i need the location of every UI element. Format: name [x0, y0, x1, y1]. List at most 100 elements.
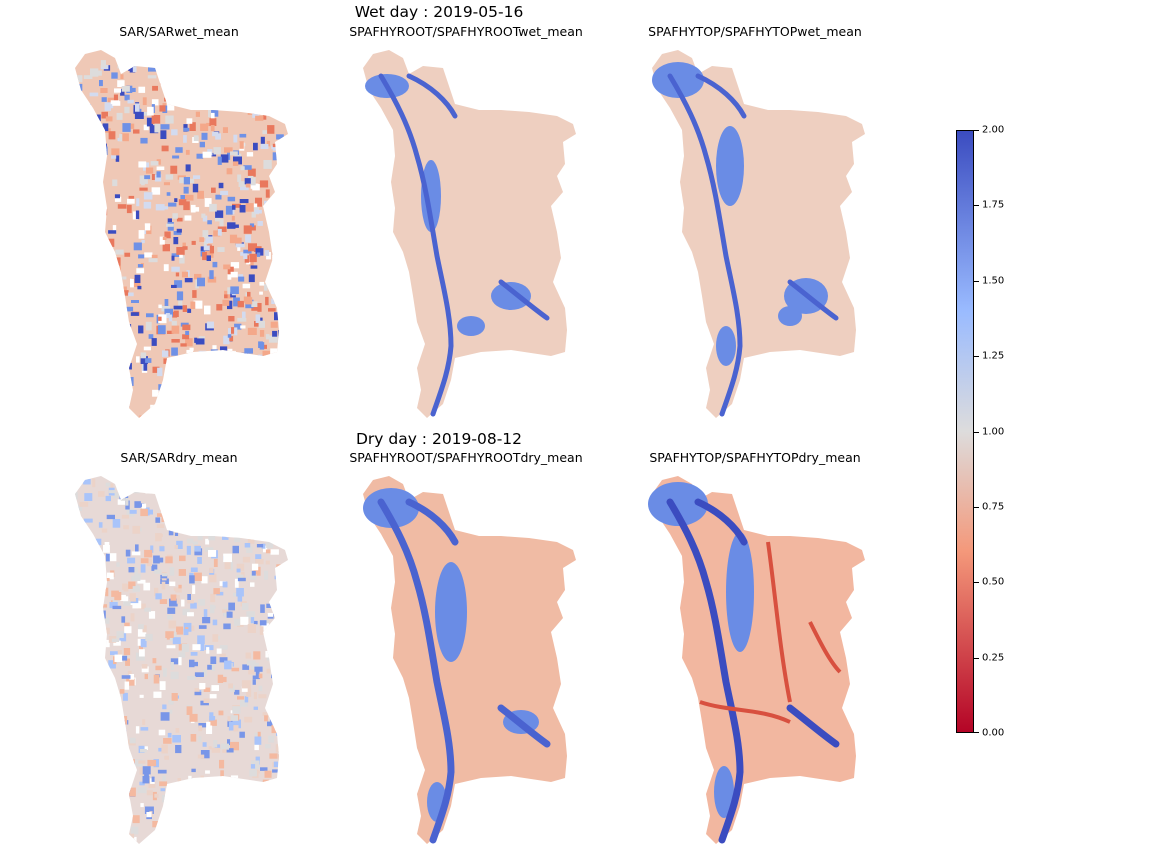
sar-pixel: [270, 635, 274, 641]
sar-pixel: [122, 655, 128, 661]
sar-pixel: [111, 372, 117, 380]
river-channel: [377, 498, 455, 844]
sar-pixel: [113, 94, 118, 103]
sar-pixel: [185, 478, 193, 486]
sar-pixel: [102, 379, 109, 386]
sar-pixel: [98, 188, 103, 196]
sar-pixel: [289, 546, 293, 550]
sar-pixel: [96, 587, 104, 592]
sar-pixel: [83, 518, 93, 523]
sar-pixel: [262, 113, 267, 120]
sar-pixel: [287, 375, 288, 382]
sar-pixel: [179, 555, 186, 562]
sar-pixel: [282, 407, 288, 412]
sar-pixel: [212, 131, 219, 137]
sar-pixel: [246, 660, 256, 666]
sar-pixel: [205, 538, 210, 545]
sar-pixel: [66, 556, 71, 562]
sar-pixel: [254, 209, 262, 214]
sar-pixel: [183, 628, 189, 636]
sar-pixel: [133, 488, 140, 494]
sar-pixel: [179, 516, 185, 525]
colorbar-tick: [974, 356, 979, 358]
sar-pixel: [195, 111, 200, 117]
sar-pixel: [178, 199, 187, 206]
sar-pixel: [83, 682, 90, 689]
sar-pixel: [101, 243, 108, 252]
sar-pixel: [177, 778, 181, 782]
sar-pixel: [289, 106, 295, 112]
sar-pixel: [151, 338, 157, 346]
sar-pixel: [278, 673, 285, 680]
sar-pixel: [122, 123, 131, 132]
sar-pixel: [281, 667, 288, 672]
sar-pixel: [251, 90, 255, 98]
sar-pixel: [283, 493, 288, 502]
sar-pixel: [232, 793, 236, 801]
sar-pixel: [78, 797, 85, 806]
sar-pixel: [114, 196, 122, 202]
sar-pixel: [176, 247, 185, 255]
sar-pixel: [133, 759, 143, 767]
sar-pixel: [289, 107, 295, 114]
sar-pixel: [151, 187, 161, 195]
sar-pixel: [93, 803, 102, 809]
sar-pixel: [64, 674, 70, 680]
sar-pixel: [230, 262, 240, 269]
sar-pixel: [99, 665, 108, 674]
colorbar-tick-label: 0.75: [982, 501, 1005, 513]
sar-pixel: [75, 301, 76, 306]
sar-pixel: [146, 117, 153, 127]
sar-pixel: [156, 533, 163, 537]
sar-pixel: [193, 392, 200, 398]
sar-pixel: [134, 501, 141, 508]
sar-pixel: [143, 346, 151, 351]
sar-pixel: [98, 640, 107, 647]
sar-pixel: [75, 117, 76, 122]
sar-pixel: [76, 648, 82, 657]
sar-pixel: [224, 781, 232, 786]
sar-pixel: [268, 381, 277, 391]
sar-pixel: [91, 810, 98, 819]
sar-pixel: [205, 770, 210, 774]
sar-pixel: [165, 795, 171, 804]
sar-pixel: [87, 579, 95, 582]
sar-pixel: [106, 393, 113, 398]
sar-pixel: [226, 611, 233, 618]
sar-pixel: [75, 717, 76, 726]
sar-pixel: [257, 221, 263, 226]
sar-pixel: [86, 167, 92, 176]
sar-pixel: [218, 710, 224, 716]
sar-pixel: [272, 231, 277, 237]
sar-pixel: [101, 617, 110, 624]
sar-pixel: [211, 835, 216, 843]
sar-pixel: [256, 809, 263, 818]
sar-pixel: [194, 273, 202, 280]
sar-pixel: [191, 483, 198, 489]
sar-pixel: [232, 526, 242, 536]
sar-pixel: [278, 336, 283, 342]
sar-pixel: [204, 378, 211, 386]
river-channel: [406, 73, 458, 119]
sar-pixel: [194, 519, 200, 529]
sar-pixel: [152, 658, 157, 664]
sar-pixel: [139, 781, 145, 786]
sar-pixel: [147, 75, 157, 79]
sar-pixel: [217, 247, 225, 252]
sar-pixel: [112, 519, 121, 528]
sar-pixel: [203, 687, 211, 692]
sar-pixel: [216, 372, 221, 382]
sar-pixel: [113, 640, 121, 646]
sar-pixel: [243, 253, 248, 260]
sar-pixel: [269, 85, 275, 92]
sar-pixel: [95, 420, 101, 423]
sar-pixel: [254, 736, 262, 745]
sar-pixel: [82, 220, 86, 227]
sar-pixel: [64, 251, 67, 256]
sar-pixel: [125, 549, 131, 557]
wet-area: [457, 316, 485, 336]
sar-pixel: [225, 55, 230, 64]
sar-pixel: [119, 730, 127, 734]
sar-pixel: [79, 501, 89, 507]
sar-pixel: [244, 348, 253, 354]
